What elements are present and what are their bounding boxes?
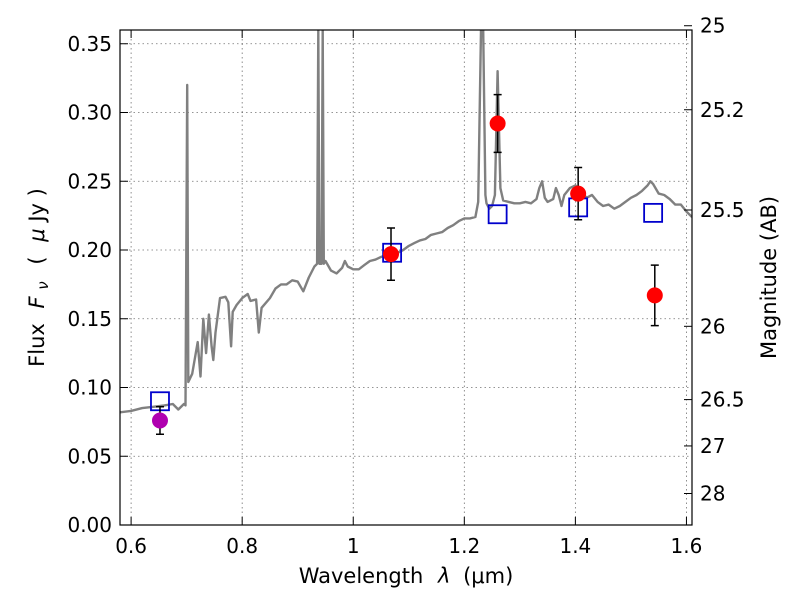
y-axis-title-unit: Jy ): [25, 188, 49, 224]
y-axis-title-text: Flux: [25, 323, 49, 367]
y-tick-label: 0.10: [67, 376, 112, 400]
model-square-marker: [643, 202, 664, 223]
y2-tick-label: 25.5: [700, 198, 745, 222]
y2-tick-label: 27: [700, 434, 725, 458]
y-tick-label: 0.35: [67, 32, 112, 56]
y2-tick-label: 25.2: [700, 98, 745, 122]
y2-tick-label: 26: [700, 314, 725, 338]
x-tick-label: 0.6: [115, 534, 147, 558]
photometry-point: [383, 246, 400, 263]
y2-tick-label: 28: [700, 482, 725, 506]
y-tick-label: 0.25: [67, 169, 112, 193]
y-axis-title-mu: μ: [25, 228, 49, 242]
y2-axis-title: Magnitude (AB): [757, 196, 781, 359]
x-tick-label: 1: [347, 534, 360, 558]
y-axis-title-paren: (: [25, 256, 49, 264]
photometry-point: [151, 412, 168, 429]
x-axis-title-unit: (μm): [463, 564, 513, 588]
x-tick-label: 1.6: [671, 534, 703, 558]
y-axis-title-subscript: ν: [34, 281, 52, 289]
grid: [120, 30, 692, 526]
y-axis-title-symbol: F: [25, 295, 49, 308]
x-tick-label: 1.4: [559, 534, 591, 558]
y-tick-label: 0.05: [67, 444, 112, 468]
photometry-point: [570, 185, 587, 202]
y-axis-title: Flux F ν ( μ Jy ): [25, 188, 53, 367]
x-axis-title-text: Wavelength: [299, 564, 424, 588]
model-square-marker: [487, 204, 508, 225]
y-tick-label: 0.15: [67, 307, 112, 331]
plot-frame: [119, 29, 693, 526]
photometry-point: [646, 287, 663, 304]
y-tick-label: 0.00: [67, 513, 112, 537]
y2-tick-label: 25: [700, 14, 725, 38]
x-tick-label: 1.2: [448, 534, 480, 558]
x-axis-title-symbol: λ: [437, 564, 450, 588]
x-tick-label: 0.8: [226, 534, 258, 558]
photometry-point: [489, 115, 506, 132]
y-tick-label: 0.30: [67, 101, 112, 125]
y2-tick-label: 26.5: [700, 388, 745, 412]
ticks: 0.6 0.8 1 1.2 1.4 1.6 0.00 0.05 0.10 0.15 0.20 0.25…: [67, 14, 744, 558]
marker-layer: [150, 93, 664, 435]
x-axis-title: Wavelength λ (μm): [299, 564, 514, 588]
y-tick-label: 0.20: [67, 238, 112, 262]
